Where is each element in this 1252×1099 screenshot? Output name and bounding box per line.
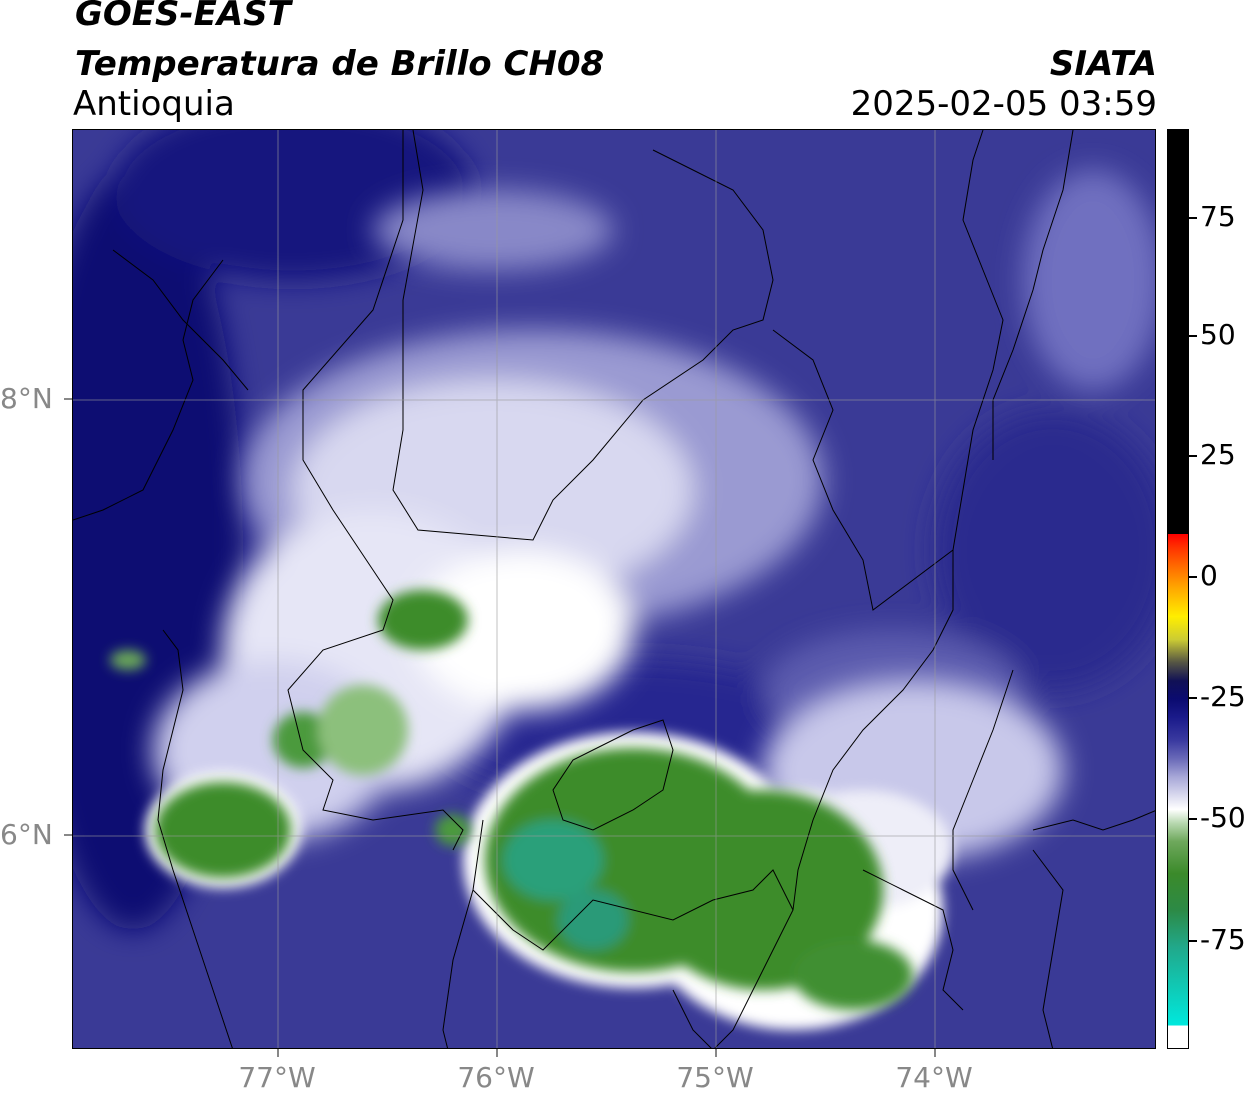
colorbar-label: 0 xyxy=(1200,559,1218,592)
colorbar-label: -25 xyxy=(1200,680,1246,713)
colorbar-tick xyxy=(1189,940,1197,942)
lon-label-74w: 74°W xyxy=(895,1061,973,1094)
lon-tick xyxy=(715,1049,717,1057)
colorbar-tick xyxy=(1189,455,1197,457)
satellite-title: GOES-EAST xyxy=(75,0,291,34)
lon-label-76w: 76°W xyxy=(457,1061,535,1094)
brightness-temperature-field xyxy=(73,130,1155,1048)
colorbar-label: -75 xyxy=(1200,923,1246,956)
lat-label-8n: 8°N xyxy=(0,382,53,415)
lon-tick xyxy=(496,1049,498,1057)
colorbar-tick xyxy=(1189,818,1197,820)
satellite-map[interactable] xyxy=(72,129,1156,1049)
lon-tick xyxy=(277,1049,279,1057)
lat-tick xyxy=(64,834,72,836)
colorbar xyxy=(1167,129,1189,1049)
timestamp-label: 2025-02-05 03:59 xyxy=(850,84,1157,124)
agency-label: SIATA xyxy=(1049,44,1157,84)
product-title: Temperatura de Brillo CH08 xyxy=(75,44,605,84)
colorbar-label: 50 xyxy=(1200,318,1236,351)
colorbar-tick xyxy=(1189,697,1197,699)
colorbar-label: -50 xyxy=(1200,801,1246,834)
region-label: Antioquia xyxy=(73,84,235,124)
lat-label-6n: 6°N xyxy=(0,818,53,851)
colorbar-tick xyxy=(1189,217,1197,219)
gridlines xyxy=(73,130,1155,1048)
colorbar-tick xyxy=(1189,576,1197,578)
lon-label-75w: 75°W xyxy=(676,1061,754,1094)
colorbar-label: 75 xyxy=(1200,200,1236,233)
lon-tick xyxy=(934,1049,936,1057)
lat-tick xyxy=(64,398,72,400)
colorbar-tick xyxy=(1189,335,1197,337)
lon-label-77w: 77°W xyxy=(238,1061,316,1094)
colorbar-label: 25 xyxy=(1200,438,1236,471)
